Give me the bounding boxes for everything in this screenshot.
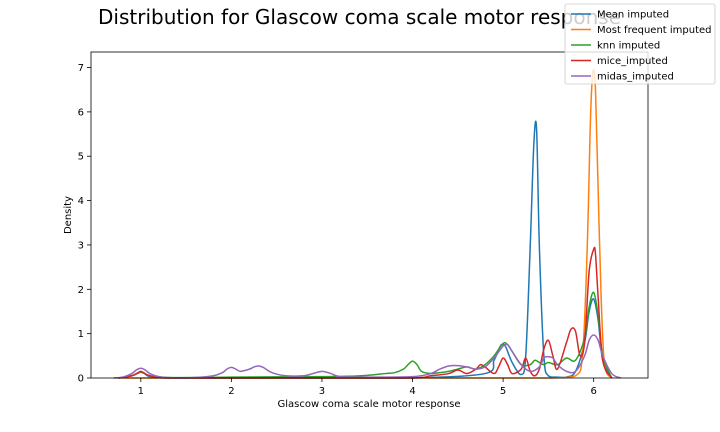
x-tick-label: 4 — [409, 386, 415, 397]
y-tick-label: 3 — [78, 240, 84, 251]
chart-title: Distribution for Glascow coma scale moto… — [98, 5, 621, 29]
legend-label: midas_imputed — [597, 72, 674, 83]
legend-box — [564, 3, 716, 85]
series-line-most-frequent-imputed — [118, 68, 613, 379]
legend-label: Most frequent imputed — [597, 25, 712, 36]
y-tick-label: 2 — [78, 285, 84, 296]
x-tick-label: 3 — [319, 386, 325, 397]
x-tick-label: 6 — [590, 386, 596, 397]
x-tick-label: 2 — [228, 386, 234, 397]
legend-label: knn imputed — [597, 41, 660, 52]
y-axis-label: Density — [63, 196, 74, 234]
series-line-mean-imputed — [118, 120, 613, 379]
legend-label: mice_imputed — [597, 56, 668, 67]
series-line-mice-imputed — [118, 246, 613, 379]
legend-item: mice_imputed — [571, 56, 668, 67]
x-tick-label: 5 — [500, 386, 506, 397]
series-line-midas-imputed — [113, 334, 622, 379]
x-axis: 1 2 3 4 5 6 — [138, 378, 597, 397]
y-axis: 0 1 2 3 4 5 6 7 — [78, 63, 91, 385]
series-line-knn-imputed — [118, 291, 613, 379]
y-tick-label: 6 — [78, 107, 84, 118]
y-tick-label: 1 — [78, 329, 84, 340]
y-tick-label: 4 — [78, 196, 84, 207]
legend-item: Most frequent imputed — [571, 25, 712, 36]
legend-item: midas_imputed — [571, 72, 674, 83]
plot-lines — [113, 68, 622, 379]
x-tick-label: 1 — [138, 386, 144, 397]
x-axis-label: Glascow coma scale motor response — [277, 399, 460, 410]
plot-frame — [90, 51, 649, 379]
y-tick-label: 7 — [78, 63, 84, 74]
y-tick-label: 5 — [78, 152, 84, 163]
legend-item: knn imputed — [571, 41, 660, 52]
legend-item: Mean imputed — [571, 10, 669, 21]
y-tick-label: 0 — [78, 374, 84, 385]
legend-label: Mean imputed — [597, 10, 669, 21]
legend: Mean imputed Most frequent imputed knn imp… — [564, 3, 716, 85]
